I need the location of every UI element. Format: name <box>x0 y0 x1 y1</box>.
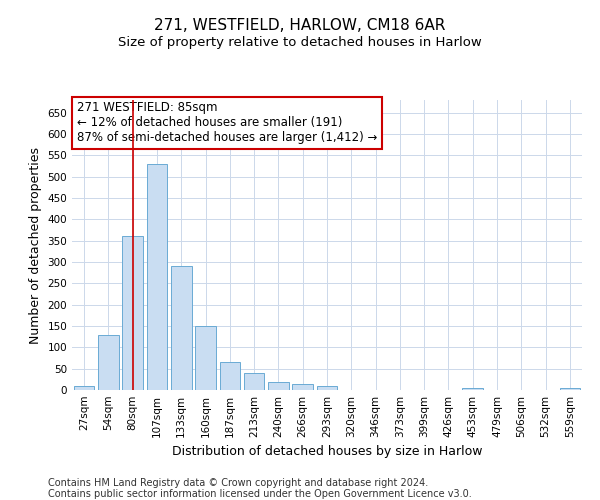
Bar <box>98 334 119 390</box>
Bar <box>244 373 265 390</box>
Bar <box>220 362 240 390</box>
Bar <box>74 386 94 390</box>
Bar <box>463 388 483 390</box>
Text: Contains public sector information licensed under the Open Government Licence v3: Contains public sector information licen… <box>48 489 472 499</box>
Bar <box>146 164 167 390</box>
Y-axis label: Number of detached properties: Number of detached properties <box>29 146 42 344</box>
Text: Size of property relative to detached houses in Harlow: Size of property relative to detached ho… <box>118 36 482 49</box>
Text: 271, WESTFIELD, HARLOW, CM18 6AR: 271, WESTFIELD, HARLOW, CM18 6AR <box>154 18 446 32</box>
Text: 271 WESTFIELD: 85sqm
← 12% of detached houses are smaller (191)
87% of semi-deta: 271 WESTFIELD: 85sqm ← 12% of detached h… <box>77 102 377 144</box>
Bar <box>317 386 337 390</box>
Bar <box>195 326 216 390</box>
Text: Contains HM Land Registry data © Crown copyright and database right 2024.: Contains HM Land Registry data © Crown c… <box>48 478 428 488</box>
X-axis label: Distribution of detached houses by size in Harlow: Distribution of detached houses by size … <box>172 446 482 458</box>
Bar <box>122 236 143 390</box>
Bar <box>560 388 580 390</box>
Bar <box>292 384 313 390</box>
Bar <box>171 266 191 390</box>
Bar <box>268 382 289 390</box>
